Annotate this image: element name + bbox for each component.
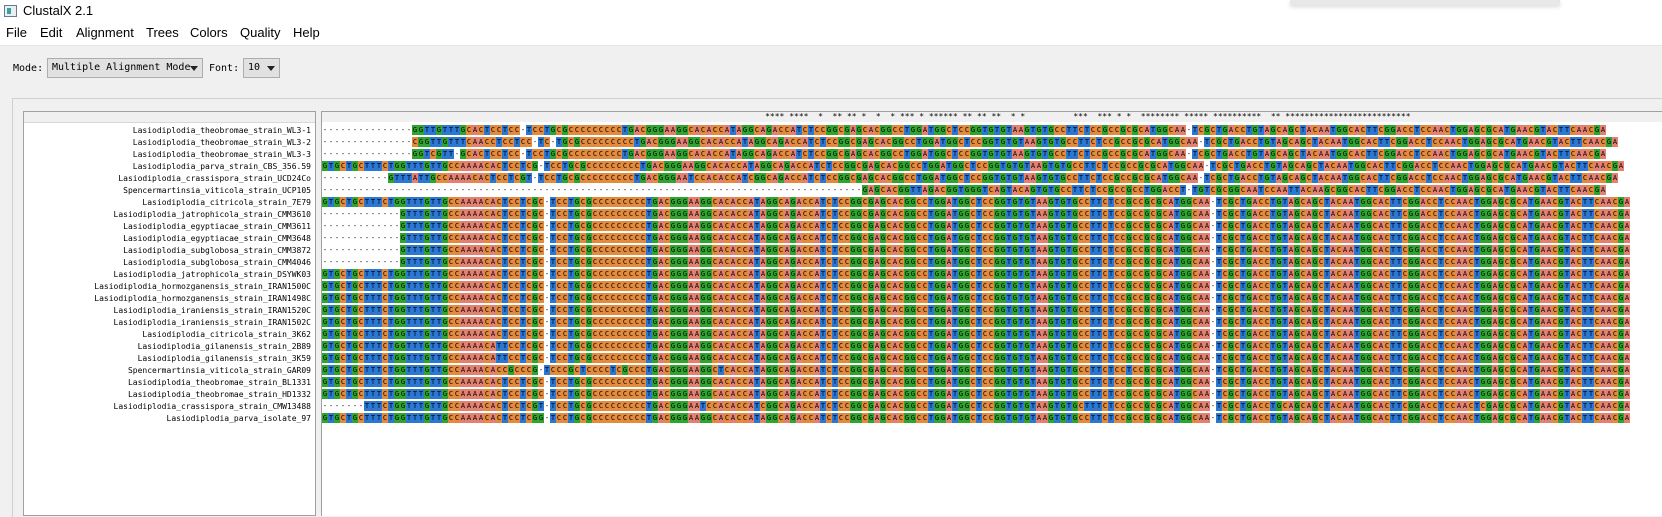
sequence-name[interactable]: Lasiodiplodia_jatrophicola_strain_DSYWK0… [113,270,311,279]
sequence-name[interactable]: Lasiodiplodia_theobromae_strain_WL3-3 [132,150,311,159]
sequence-name[interactable]: Lasiodiplodia_jatrophicola_strain_CMM361… [113,210,311,219]
sequence-name[interactable]: Lasiodiplodia_theobromae_strain_HD1332 [127,390,311,399]
menu-quality[interactable]: Quality [240,25,281,40]
alignment-frame [12,98,1662,517]
sequence-name[interactable]: Lasiodiplodia_parva_strain_CBS_356.59 [132,162,311,171]
sequence-name[interactable]: Lasiodiplodia_crassispora_strain_UCD24Co [118,174,311,183]
sequence-name[interactable]: Lasiodiplodia_parva_isolate_97 [166,414,312,423]
consensus-line: **** **** * ** ** * * * *** * ****** ** … [322,112,1411,121]
menu-trees[interactable]: Trees [146,25,179,40]
sequence-name[interactable]: Lasiodiplodia_iraniensis_strain_IRAN1520… [113,306,311,315]
font-size-select[interactable]: 10 [243,58,280,78]
sequence-name[interactable]: Lasiodiplodia_citricola_strain_7E79 [142,198,311,207]
sequence-name[interactable]: Lasiodiplodia_crassispora_strain_CMW1348… [113,402,311,411]
menu-bar: File Edit Alignment Trees Colors Quality Help [0,23,1662,46]
sequence-name[interactable]: Spencermartinsia_viticola_strain_GAR09 [127,366,311,375]
sequence-name[interactable]: Lasiodiplodia_citricola_strain_3K62 [142,330,311,339]
clustalx-app-icon [4,5,17,17]
title-bar: ClustalX 2.1 [0,0,1662,23]
mode-select[interactable]: Multiple Alignment Mode [47,58,203,78]
alignment-panel[interactable]: **** **** * ** ** * * * *** * ****** ** … [321,111,1662,516]
chevron-down-icon [190,66,198,71]
font-label: Font: [209,63,240,74]
sequence-name[interactable]: Lasiodiplodia_gilanensis_strain_3K59 [137,354,311,363]
window-title: ClustalX 2.1 [23,3,94,18]
sequence-name[interactable]: Lasiodiplodia_hormozganensis_strain_IRAN… [94,282,311,291]
chevron-down-icon [267,66,275,71]
toolbar: Mode: Multiple Alignment Mode Font: 10 [0,46,1662,96]
menu-colors[interactable]: Colors [190,25,228,40]
sequence-name[interactable]: Lasiodiplodia_egyptiacae_strain_CMM3648 [123,234,311,243]
menu-alignment[interactable]: Alignment [76,25,134,40]
sequence-name[interactable]: Lasiodiplodia_iraniensis_strain_IRAN1502… [113,318,311,327]
alignment-row: ----------------------------------------… [322,185,1606,195]
mode-select-value: Multiple Alignment Mode [52,62,191,73]
sequence-name[interactable]: Lasiodiplodia_gilanensis_strain_2B89 [137,342,311,351]
overlay-shadow [1290,0,1560,5]
menu-help[interactable]: Help [293,25,320,40]
names-header [24,112,315,123]
menu-file[interactable]: File [6,25,27,40]
sequence-name[interactable]: Lasiodiplodia_hormozganensis_strain_IRAN… [94,294,311,303]
sequence-names-panel[interactable]: Lasiodiplodia_theobromae_strain_WL3-1 Las… [23,111,316,516]
font-size-select-value: 10 [248,62,261,73]
sequence-name[interactable]: Lasiodiplodia_theobromae_strain_WL3-2 [132,138,311,147]
sequence-name[interactable]: Lasiodiplodia_subglobosa_strain_CMM3872 [123,246,311,255]
sequence-name[interactable]: Spencermartinsia_viticola_strain_UCP105 [123,186,311,195]
sequence-name[interactable]: Lasiodiplodia_theobromae_strain_BL1331 [127,378,311,387]
mode-label: Mode: [13,63,44,74]
consensus-header: **** **** * ** ** * * * *** * ****** ** … [322,112,1662,122]
sequence-name[interactable]: Lasiodiplodia_theobromae_strain_WL3-1 [132,126,311,135]
sequence-name[interactable]: Lasiodiplodia_egyptiacae_strain_CMM3611 [123,222,311,231]
menu-edit[interactable]: Edit [40,25,63,40]
sequence-name[interactable]: Lasiodiplodia_subglobosa_strain_CMM4046 [123,258,311,267]
